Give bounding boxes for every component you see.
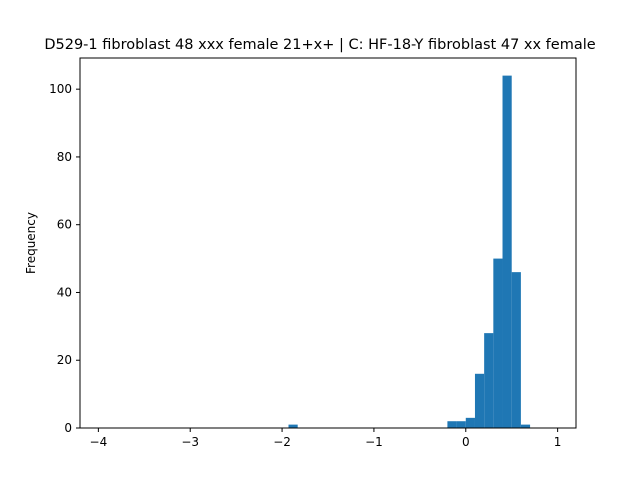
histogram-bar — [447, 421, 457, 428]
histogram-bar — [502, 75, 512, 429]
bars-group — [288, 75, 531, 429]
chart-title: D529-1 fibroblast 48 xxx female 21+x+ | … — [44, 37, 595, 53]
x-tick-label: −3 — [181, 435, 199, 449]
x-axis-ticks: −4 −3 −2 −1 0 1 — [90, 428, 562, 449]
y-tick-label: 40 — [57, 285, 72, 299]
x-tick-label: −1 — [365, 435, 383, 449]
y-tick-label: 60 — [57, 218, 72, 232]
plot-frame — [79, 57, 577, 429]
histogram-bar — [465, 417, 475, 428]
histogram-bar — [456, 421, 466, 428]
y-axis-ticks: 0 20 40 60 80 100 — [49, 82, 80, 435]
histogram-bar — [511, 272, 521, 428]
y-axis-label: Frequency — [24, 212, 38, 274]
histogram-bar — [484, 333, 494, 428]
y-tick-label: 80 — [57, 150, 72, 164]
x-tick-label: −4 — [90, 435, 108, 449]
histogram-bar — [288, 424, 298, 428]
histogram-bar — [520, 424, 531, 428]
histogram-bar — [474, 373, 485, 428]
x-tick-label: 1 — [554, 435, 562, 449]
y-tick-label: 0 — [64, 421, 72, 435]
y-tick-label: 20 — [57, 353, 72, 367]
histogram-bar — [493, 258, 503, 428]
x-tick-label: −2 — [273, 435, 291, 449]
y-tick-label: 100 — [49, 82, 72, 96]
x-tick-label: 0 — [462, 435, 470, 449]
